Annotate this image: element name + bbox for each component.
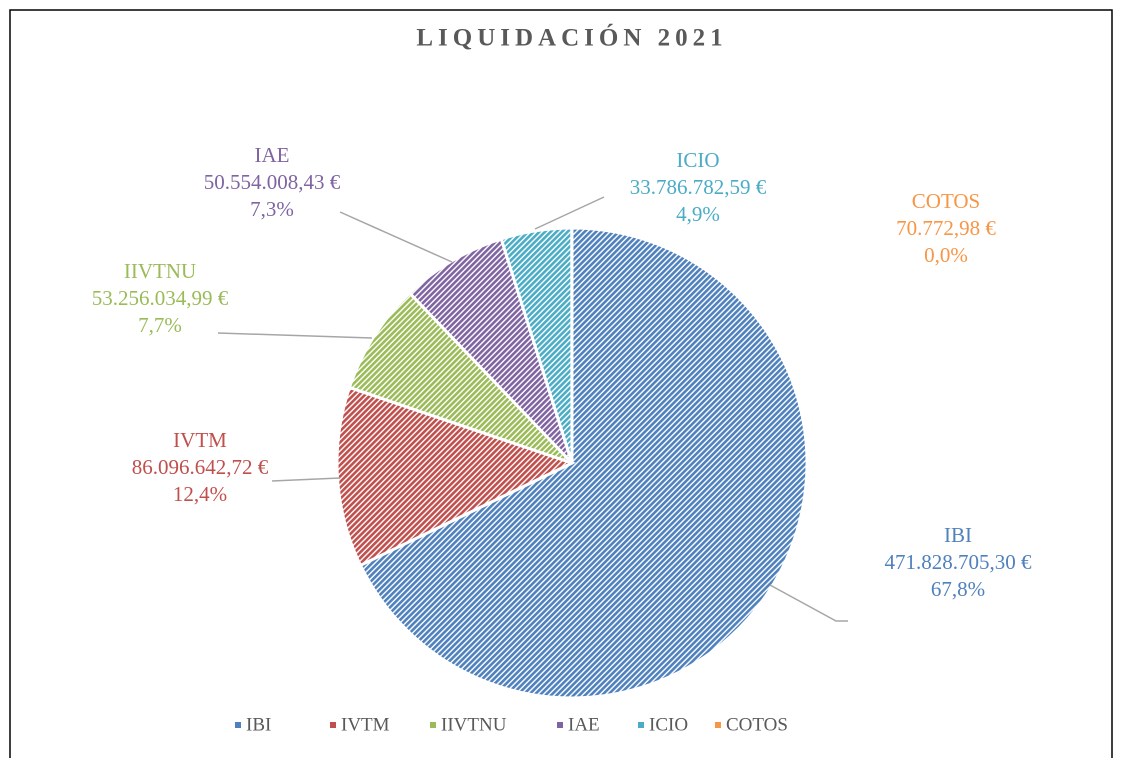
data-label-value: 70.772,98 € (896, 216, 996, 240)
legend-marker (235, 722, 241, 728)
chart-title: LIQUIDACIÓN 2021 (416, 24, 727, 52)
legend-label: IIVTNU (441, 714, 507, 735)
pie-slice (358, 226, 809, 700)
leader-line (534, 196, 605, 230)
data-label-percent: 7,3% (250, 197, 294, 221)
data-label-name: IBI (944, 523, 972, 547)
data-label-value: 471.828.705,30 € (885, 550, 1033, 574)
legend-marker (330, 722, 336, 728)
legend-label: ICIO (649, 714, 688, 735)
leader-line (769, 584, 848, 622)
pie-slice (347, 290, 574, 465)
legend-marker (557, 722, 563, 728)
legend-label: COTOS (726, 714, 788, 735)
data-label-name: COTOS (912, 189, 980, 213)
data-label-name: ICIO (676, 148, 719, 172)
data-label-value: 86.096.642,72 € (132, 455, 269, 479)
data-label-name: IVTM (173, 428, 227, 452)
data-label-value: 53.256.034,99 € (92, 286, 229, 310)
leader-line (217, 332, 373, 339)
legend-label: IBI (246, 714, 271, 735)
pie-slice (407, 237, 574, 465)
legend-marker (715, 722, 721, 728)
data-label-percent: 67,8% (931, 577, 985, 601)
chart-border (9, 9, 1113, 758)
legend-label: IAE (568, 714, 600, 735)
data-label-percent: 4,9% (676, 202, 720, 226)
legend-marker (430, 722, 436, 728)
data-label-name: IAE (255, 143, 290, 167)
leader-line (339, 211, 453, 263)
data-label-percent: 7,7% (138, 313, 182, 337)
data-label-percent: 12,4% (173, 482, 227, 506)
data-label-percent: 0,0% (924, 243, 968, 267)
legend-label: IVTM (341, 714, 390, 735)
data-label-value: 33.786.782,59 € (630, 175, 767, 199)
data-label-value: 50.554.008,43 € (204, 170, 341, 194)
legend-marker (638, 722, 644, 728)
data-label-name: IIVTNU (124, 259, 196, 283)
leader-line (271, 477, 341, 482)
